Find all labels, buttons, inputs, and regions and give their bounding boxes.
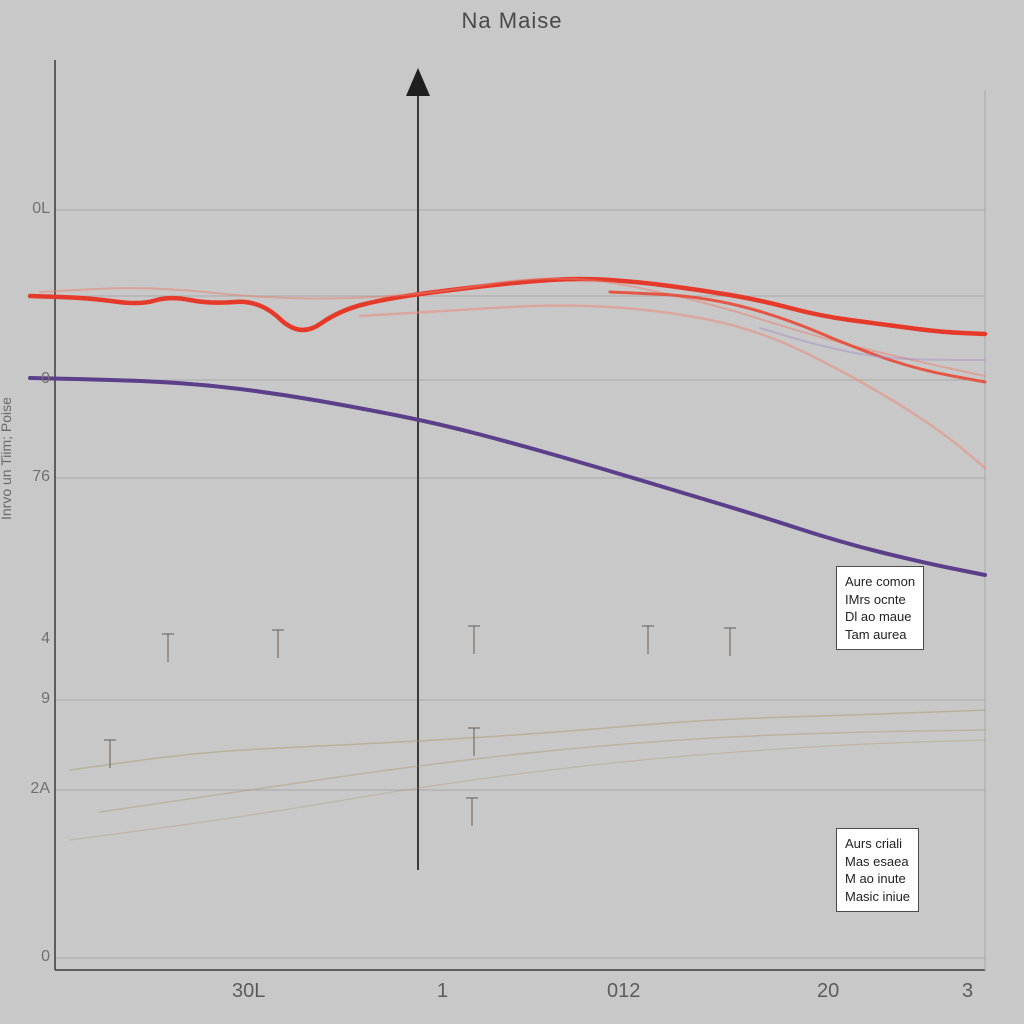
y-tick-label: 4	[10, 630, 50, 648]
legend-item: Aure comon	[845, 573, 915, 591]
y-tick-label: 0	[10, 948, 50, 966]
legend-item: Mas esaea	[845, 853, 910, 871]
legend-item: M ao inute	[845, 870, 910, 888]
y-tick-label: 76	[10, 468, 50, 486]
y-tick-label: 9	[10, 690, 50, 708]
legend-item: Aurs criali	[845, 835, 910, 853]
chart-root: Na MaiseEoun PuseInrvo un Tiim; Poise0L0…	[0, 0, 1024, 1024]
legend-item: Masic iniue	[845, 888, 910, 906]
x-tick-label: 012	[607, 980, 640, 1003]
legend-item: IMrs ocnte	[845, 591, 915, 609]
legend-item: Dl ao maue	[845, 608, 915, 626]
y-tick-label: 0L	[10, 200, 50, 218]
legend-item: Tam aurea	[845, 626, 915, 644]
legend-box: Aure comonIMrs ocnteDl ao maueTam aurea	[836, 566, 924, 650]
x-tick-label: 30L	[232, 980, 265, 1003]
x-tick-label: 1	[437, 980, 448, 1003]
y-tick-label: 2A	[10, 780, 50, 798]
x-tick-label: 20	[817, 980, 839, 1003]
legend-box: Aurs crialiMas esaeaM ao inuteMasic iniu…	[836, 828, 919, 912]
x-tick-label: 3	[962, 980, 973, 1003]
y-tick-label: 0	[10, 370, 50, 388]
